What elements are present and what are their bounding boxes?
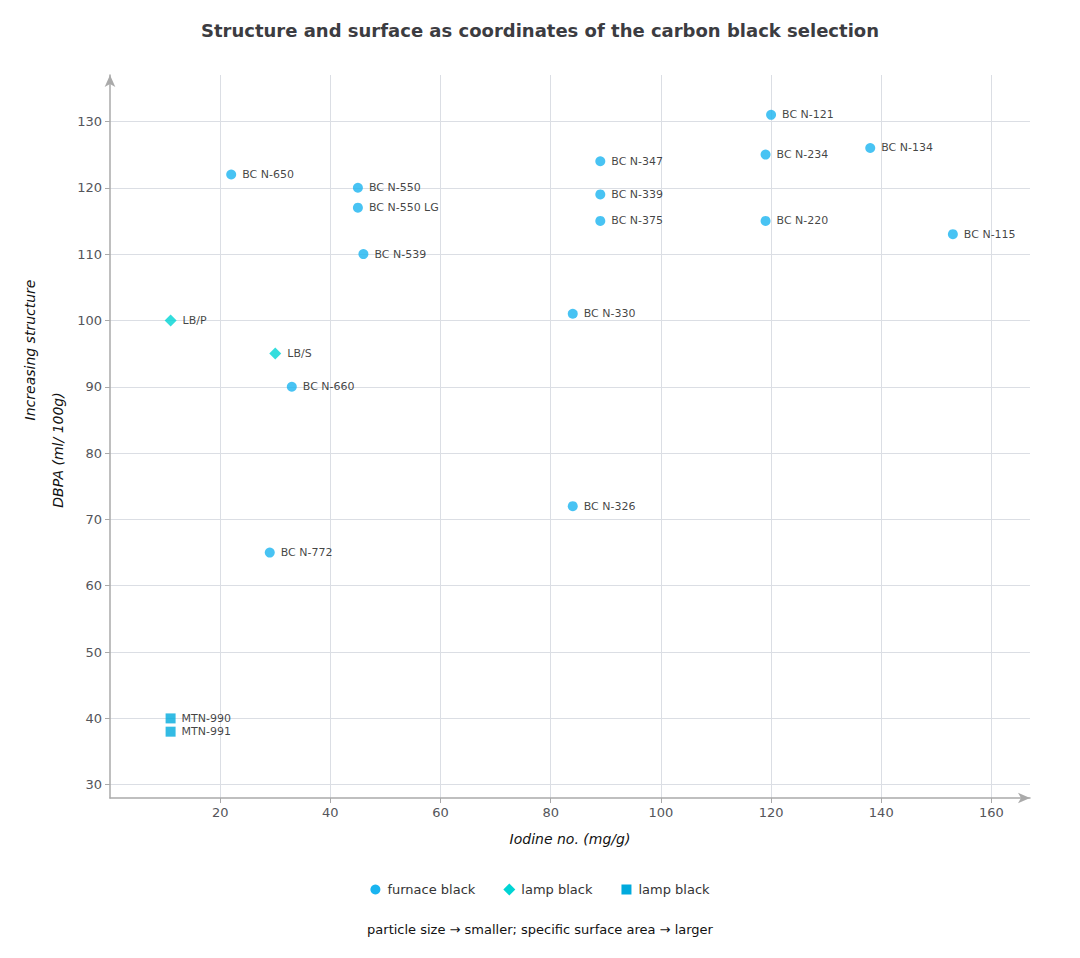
svg-text:LB/P: LB/P [183,314,207,327]
svg-text:BC N-220: BC N-220 [777,214,829,227]
svg-text:80: 80 [85,446,102,461]
svg-text:BC N-550: BC N-550 [369,181,421,194]
svg-text:Structure and surface as coord: Structure and surface as coordinates of … [201,20,879,41]
svg-text:BC N-330: BC N-330 [584,307,636,320]
svg-text:Iodine no. (mg/g): Iodine no. (mg/g) [510,831,631,847]
svg-text:Increasing structure: Increasing structure [22,280,38,421]
svg-text:20: 20 [212,805,229,820]
svg-text:lamp black: lamp black [521,882,593,897]
svg-text:50: 50 [85,645,102,660]
svg-text:100: 100 [77,313,102,328]
svg-text:BC N-121: BC N-121 [782,108,834,121]
svg-text:particle size → smaller; speci: particle size → smaller; specific surfac… [367,922,714,937]
svg-text:90: 90 [85,379,102,394]
svg-text:40: 40 [322,805,339,820]
svg-text:30: 30 [85,777,102,792]
svg-text:LB/S: LB/S [287,347,311,360]
svg-text:140: 140 [869,805,894,820]
svg-text:BC N-234: BC N-234 [777,148,829,161]
svg-text:MTN-990: MTN-990 [182,712,231,725]
svg-text:70: 70 [85,512,102,527]
svg-text:BC N-539: BC N-539 [374,248,426,261]
svg-text:BC N-339: BC N-339 [611,188,663,201]
svg-text:furnace black: furnace black [387,882,475,897]
svg-text:120: 120 [77,180,102,195]
svg-text:130: 130 [77,114,102,129]
svg-text:80: 80 [542,805,559,820]
svg-text:BC N-134: BC N-134 [881,141,933,154]
svg-text:BC N-326: BC N-326 [584,500,636,513]
svg-text:BC N-550 LG: BC N-550 LG [369,201,439,214]
svg-text:BC N-375: BC N-375 [611,214,663,227]
svg-text:120: 120 [759,805,784,820]
svg-text:lamp black: lamp black [638,882,710,897]
svg-text:110: 110 [77,247,102,262]
svg-text:BC N-660: BC N-660 [303,380,355,393]
svg-text:BC N-347: BC N-347 [611,155,663,168]
svg-text:60: 60 [85,578,102,593]
svg-text:40: 40 [85,711,102,726]
svg-text:100: 100 [648,805,673,820]
svg-text:60: 60 [432,805,449,820]
svg-text:160: 160 [979,805,1004,820]
svg-text:BC N-772: BC N-772 [281,546,333,559]
svg-text:MTN-991: MTN-991 [182,725,231,738]
svg-text:BC N-115: BC N-115 [964,228,1016,241]
svg-text:BC N-650: BC N-650 [242,168,294,181]
svg-text:DBPA (ml/ 100g): DBPA (ml/ 100g) [50,392,66,507]
